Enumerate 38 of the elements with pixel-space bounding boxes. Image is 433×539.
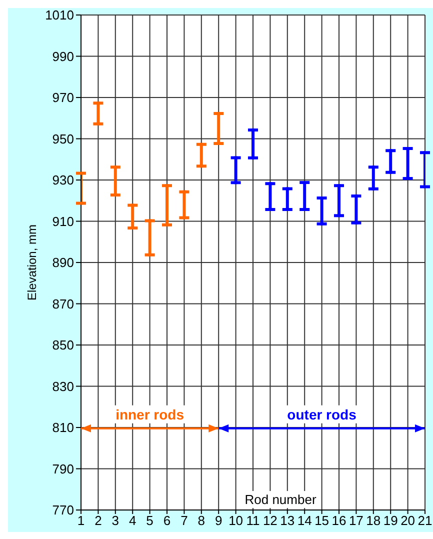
- x-tick-label: 19: [383, 513, 398, 528]
- y-tick-label: 850: [52, 338, 74, 353]
- x-axis-title: Rod number: [244, 492, 317, 507]
- x-tick-label: 13: [280, 513, 295, 528]
- x-tick-label: 16: [332, 513, 346, 528]
- y-tick-label: 770: [52, 502, 74, 518]
- y-tick-label: 810: [52, 420, 74, 436]
- y-tick-label: 870: [52, 296, 74, 312]
- y-tick-label: 790: [52, 461, 74, 476]
- x-tick-label: 17: [348, 513, 364, 528]
- annotation: outer rods: [287, 406, 357, 422]
- x-tick-label: 5: [146, 513, 154, 528]
- x-tick-label: 11: [246, 513, 260, 528]
- x-tick-label: 1: [77, 513, 85, 528]
- x-tick-label: 21: [418, 513, 432, 528]
- x-tick-label: 14: [297, 513, 312, 528]
- y-tick-label: 930: [52, 172, 74, 188]
- x-tick-label: 20: [400, 513, 416, 528]
- x-tick-label: 6: [163, 513, 171, 528]
- x-tick-label: 18: [366, 513, 381, 528]
- y-tick-label: 910: [52, 214, 74, 229]
- y-tick-label: 1010: [45, 8, 74, 23]
- y-tick-label: 890: [52, 255, 74, 270]
- y-tick-label: 970: [52, 90, 74, 106]
- x-tick-label: 9: [214, 513, 222, 528]
- x-tick-label: 10: [228, 513, 244, 528]
- y-tick-label: 830: [52, 378, 74, 394]
- x-tick-label: 15: [314, 513, 330, 528]
- x-tick-label: 4: [128, 513, 136, 528]
- x-tick-label: 2: [94, 513, 102, 528]
- y-tick-label: 950: [52, 131, 74, 146]
- x-tick-label: 3: [112, 513, 120, 528]
- annotation: inner rods: [116, 406, 184, 422]
- y-axis-title: Elevation, mm: [25, 224, 39, 301]
- y-tick-label: 990: [52, 48, 74, 64]
- x-tick-label: 8: [198, 513, 206, 528]
- x-tick-label: 12: [262, 513, 278, 528]
- x-tick-label: 7: [180, 513, 188, 528]
